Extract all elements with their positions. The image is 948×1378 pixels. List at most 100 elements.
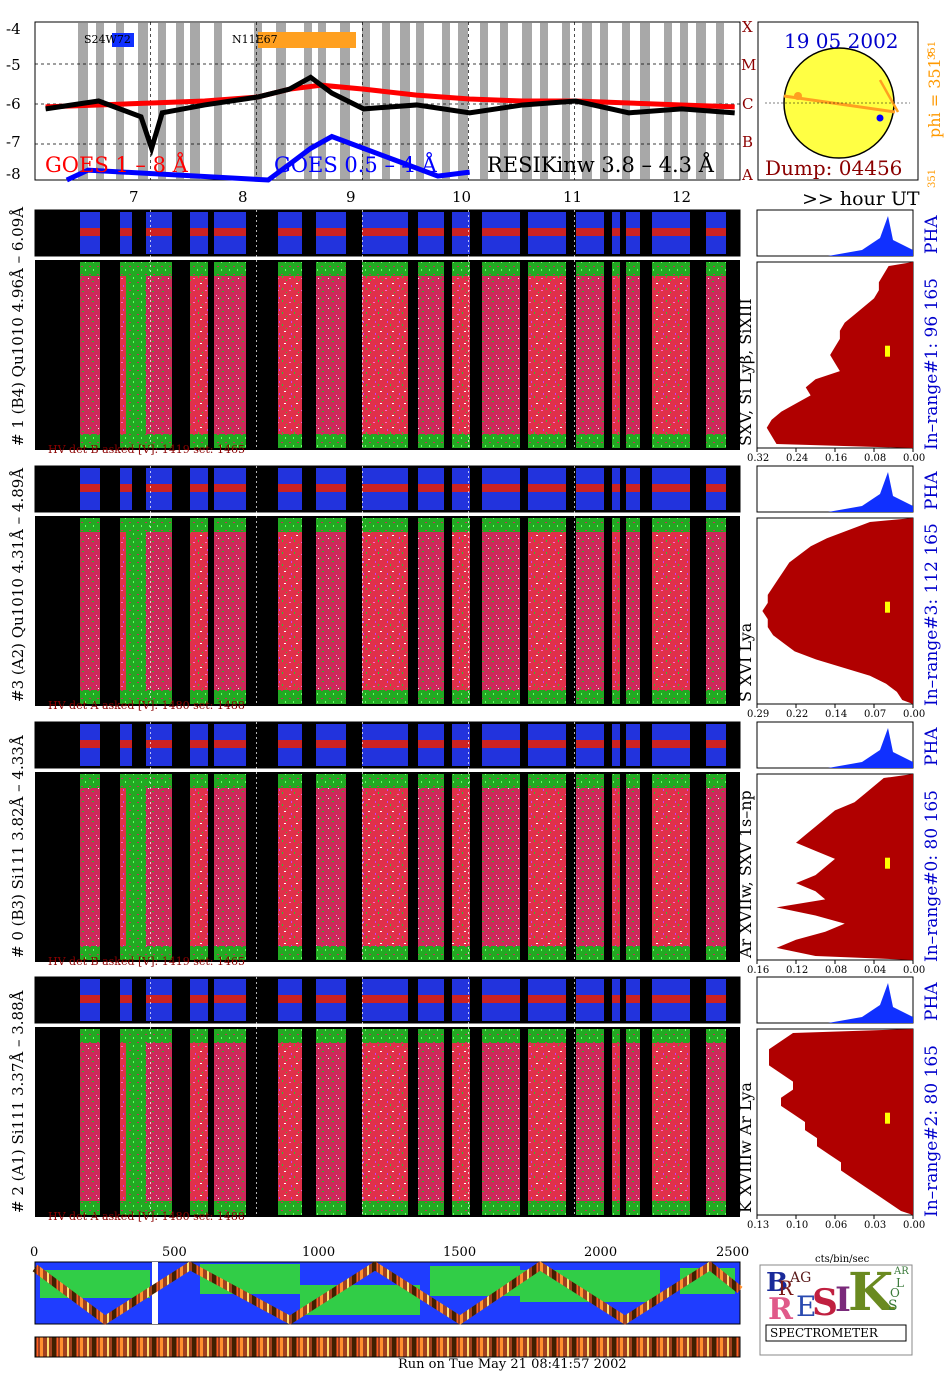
spectrogram-block <box>706 262 726 448</box>
spectrogram-edge <box>418 1201 444 1215</box>
pha-band <box>146 228 172 236</box>
pha-band <box>120 740 132 748</box>
spectrogram-block <box>362 262 408 448</box>
pha-band <box>452 740 470 748</box>
spectrum-marker <box>885 857 890 869</box>
phi-small-label: 351 <box>927 40 938 60</box>
pha-label: PHA <box>922 471 942 510</box>
spectrum-xtick-label: 0.00 <box>903 709 926 720</box>
goes-long-series <box>45 82 735 110</box>
hv-label: HV det B asked [V]: 1419 set: 1465 <box>48 443 245 456</box>
spectrogram-block <box>626 262 640 448</box>
spectrogram-edge <box>80 518 100 532</box>
eclipse-band <box>304 23 312 179</box>
spectrogram-block <box>278 774 302 960</box>
logo-letter-l: L <box>896 1276 904 1290</box>
hour-tick: 12 <box>672 188 692 206</box>
spectrogram-edge <box>80 1029 100 1043</box>
logo-letters-ar: AR <box>894 1266 909 1277</box>
spectrogram-block <box>528 518 566 704</box>
spectrogram-green-band <box>126 518 146 704</box>
spectrogram-edge <box>528 690 566 704</box>
spectrogram-edge <box>316 774 346 788</box>
pha-band <box>190 484 208 492</box>
pha-band <box>80 995 100 1003</box>
line-id-label: S XVI Lya <box>736 622 755 702</box>
pha-band <box>652 484 690 492</box>
eclipse-band <box>362 23 370 179</box>
spectrogram-edge <box>612 946 620 960</box>
spectrum-profile <box>769 1029 913 1215</box>
spectrogram-edge <box>278 774 302 788</box>
spectrogram-edge <box>146 518 172 532</box>
pha-histogram <box>828 728 913 768</box>
spectrogram-edge <box>214 434 246 448</box>
spectrogram-edge <box>576 262 604 276</box>
spectrogram-edge <box>576 1029 604 1043</box>
pha-band <box>482 484 520 492</box>
spectrogram-edge <box>652 434 690 448</box>
spectrogram-edge <box>612 262 620 276</box>
spectrum-xtick-label: 0.12 <box>786 965 809 976</box>
spectrum-xtick-label: 0.22 <box>786 709 809 720</box>
hv-label: HV det B asked [V]: 1419 set: 1465 <box>48 955 245 968</box>
spectrogram-edge <box>652 262 690 276</box>
inrange-label: In–range#1: 96 165 <box>922 278 942 450</box>
spectrogram-block <box>214 518 246 704</box>
spectrogram-block <box>316 262 346 448</box>
orbit-map <box>32 1261 743 1358</box>
eclipse-band <box>680 23 688 179</box>
spectrogram-edge <box>316 1201 346 1215</box>
spectrogram-edge <box>626 518 640 532</box>
spectrogram-edge <box>452 1201 470 1215</box>
pha-band <box>146 484 172 492</box>
spectrogram-edge <box>80 946 100 960</box>
spectrogram-edge <box>612 774 620 788</box>
pha-band <box>528 484 566 492</box>
spectrogram-edge <box>190 946 208 960</box>
pha-band <box>214 228 246 236</box>
spectrogram-block <box>452 518 470 704</box>
channel-tick: 2000 <box>584 1245 618 1260</box>
spectrogram-edge <box>706 774 726 788</box>
spectrogram-edge <box>190 518 208 532</box>
eclipse-band <box>318 23 326 179</box>
spectrogram-edge <box>80 1201 100 1215</box>
spectrogram-block <box>482 262 520 448</box>
spectrogram-block <box>482 1029 520 1215</box>
goes-ytick: -5 <box>6 56 21 74</box>
spectrogram-edge <box>316 262 346 276</box>
spectrogram-edge <box>190 262 208 276</box>
orbit-track <box>32 1261 743 1325</box>
spectrogram-block <box>576 1029 604 1215</box>
spectrogram-edge <box>612 518 620 532</box>
spectrum-xtick-label: 0.16 <box>747 965 770 976</box>
pha-band <box>612 228 620 236</box>
spectrogram-block <box>214 262 246 448</box>
spectrogram-edge <box>626 1029 640 1043</box>
spectrogram-edge <box>452 1029 470 1043</box>
spectrum-marker <box>885 345 890 357</box>
spectrogram-edge <box>190 434 208 448</box>
hv-label: HV det A asked [V]: 1480 set: 1488 <box>48 1210 245 1223</box>
spectrogram-edge <box>362 774 408 788</box>
spectrogram-edge <box>706 690 726 704</box>
spectrum-xtick-label: 0.14 <box>825 709 848 720</box>
spectrogram-edge <box>418 690 444 704</box>
footer-run-label: Run on Tue May 21 08:41:57 2002 <box>398 1357 627 1372</box>
channel-tick: 1500 <box>443 1245 477 1260</box>
logo-letter-o: O <box>890 1286 900 1300</box>
spectrogram-edge <box>418 946 444 960</box>
spectrogram-block <box>214 774 246 960</box>
logo-letters-ag: AG <box>790 1270 812 1286</box>
spectrogram-edge <box>190 774 208 788</box>
pha-band <box>706 995 726 1003</box>
spectrogram-edge <box>80 434 100 448</box>
spectrogram-block <box>626 1029 640 1215</box>
spectrogram-edge <box>362 434 408 448</box>
dump-label: Dump: 04456 <box>765 156 903 180</box>
spectrogram-edge <box>214 774 246 788</box>
spectrogram-edge <box>362 1201 408 1215</box>
spectrogram-block <box>576 262 604 448</box>
